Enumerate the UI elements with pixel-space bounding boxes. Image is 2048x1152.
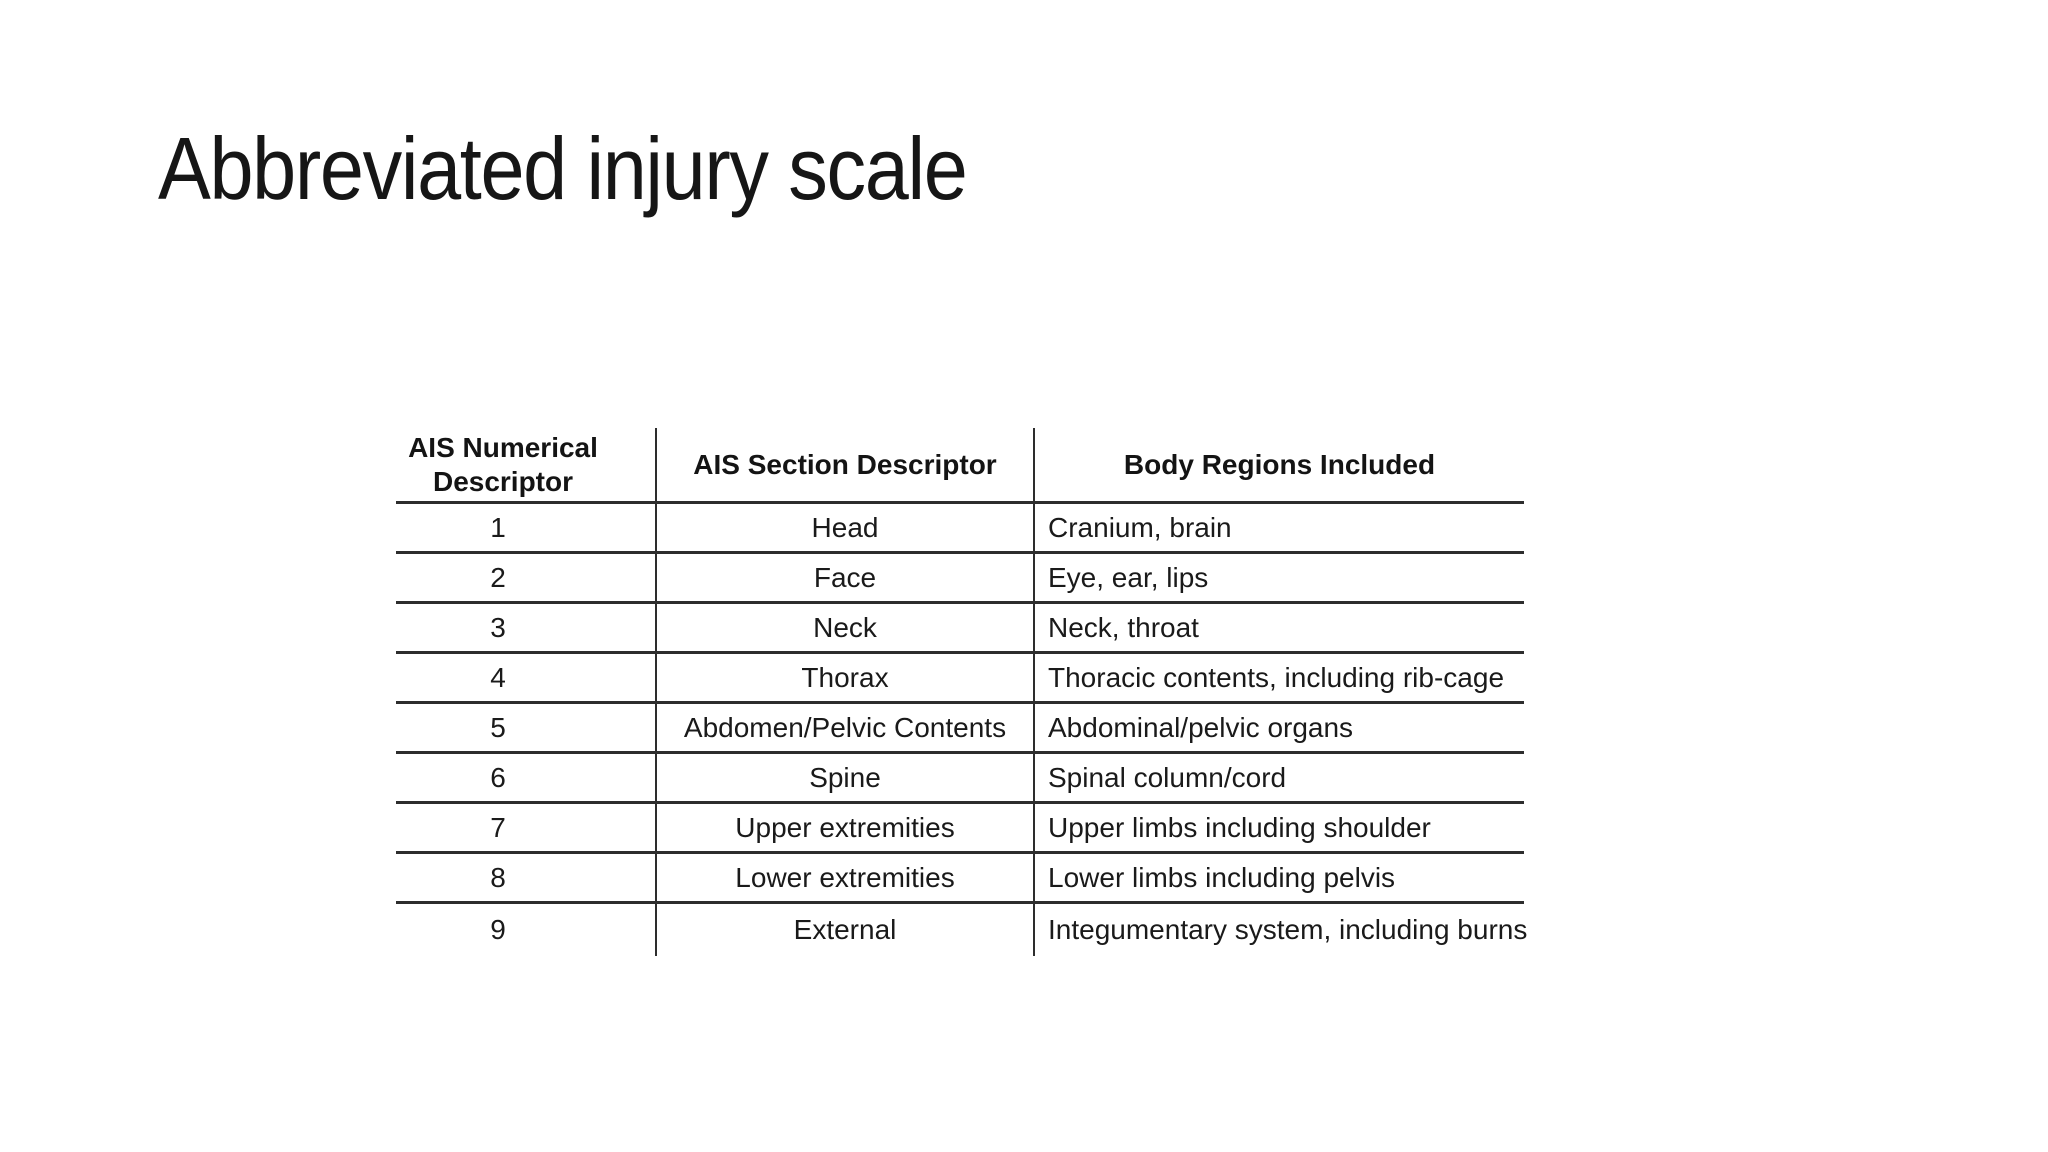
table-cell-section: Thorax [655, 652, 1035, 704]
table-row: 4 Thorax Thoracic contents, including rib-… [396, 652, 1524, 704]
column-header-ais-section-descriptor: AIS Section Descriptor [655, 428, 1035, 504]
table-cell-section: Lower extremities [655, 852, 1035, 904]
table-cell-ais-number: 7 [396, 802, 656, 854]
table-cell-section: Face [655, 552, 1035, 604]
table-cell-section: Abdomen/Pelvic Contents [655, 702, 1035, 754]
table-cell-section: External [655, 902, 1035, 956]
table-cell-body-regions: Thoracic contents, including rib-cage [1034, 652, 1524, 704]
table-row: 9 External Integumentary system, including… [396, 902, 1528, 956]
table-cell-section: Neck [655, 602, 1035, 654]
table-cell-body-regions: Cranium, brain [1034, 502, 1524, 554]
table-row: 3 Neck Neck, throat [396, 602, 1524, 654]
table-cell-ais-number: 9 [490, 914, 506, 945]
table-row: 8 Lower extremities Lower limbs including … [396, 852, 1524, 904]
table-cell-section: Head [655, 502, 1035, 554]
table-cell-ais-number: 6 [396, 752, 656, 804]
table-row: 7 Upper extremities Upper limbs including … [396, 802, 1524, 854]
table-cell-ais-number: 5 [396, 702, 656, 754]
column-header-body-regions-included: Body Regions Included [1034, 428, 1524, 504]
table-header: AIS Numerical Descriptor AIS Section Des… [396, 428, 1524, 504]
table-header-row: AIS Numerical Descriptor AIS Section Des… [396, 428, 1524, 504]
table-cell-body-regions: Lower limbs including pelvis [1034, 852, 1524, 904]
table-cell-section: Spine [655, 752, 1035, 804]
table-cell-ais-number: 1 [396, 502, 656, 554]
table-cell-body-regions: Abdominal/pelvic organs [1034, 702, 1524, 754]
table-cell-body-regions: Integumentary system, including burns [1048, 914, 1528, 945]
ais-table: AIS Numerical Descriptor AIS Section Des… [396, 428, 1528, 956]
table-cell-ais-number: 4 [396, 652, 656, 704]
table-cell-ais-number: 2 [396, 552, 656, 604]
table-cell-ais-number: 8 [396, 852, 656, 904]
table-row: 6 Spine Spinal column/cord [396, 752, 1524, 804]
table-cell-ais-number: 3 [396, 602, 656, 654]
table-row: 5 Abdomen/Pelvic Contents Abdominal/pelvic… [396, 702, 1524, 754]
table-row: 2 Face Eye, ear, lips [396, 552, 1524, 604]
table-row: 1 Head Cranium, brain [396, 502, 1524, 554]
column-header-ais-numerical-descriptor: AIS Numerical Descriptor [396, 428, 656, 504]
page-title: Abbreviated injury scale [158, 119, 968, 218]
table-cell-body-regions: Eye, ear, lips [1034, 552, 1524, 604]
table-cell-section: Upper extremities [655, 802, 1035, 854]
table-cell-body-regions: Spinal column/cord [1034, 752, 1524, 804]
table-cell-body-regions: Neck, throat [1034, 602, 1524, 654]
table-body: 1 Head Cranium, brain 2 Face Eye, ear, lips 3 N… [396, 502, 1528, 956]
table-cell-body-regions: Upper limbs including shoulder [1034, 802, 1524, 854]
